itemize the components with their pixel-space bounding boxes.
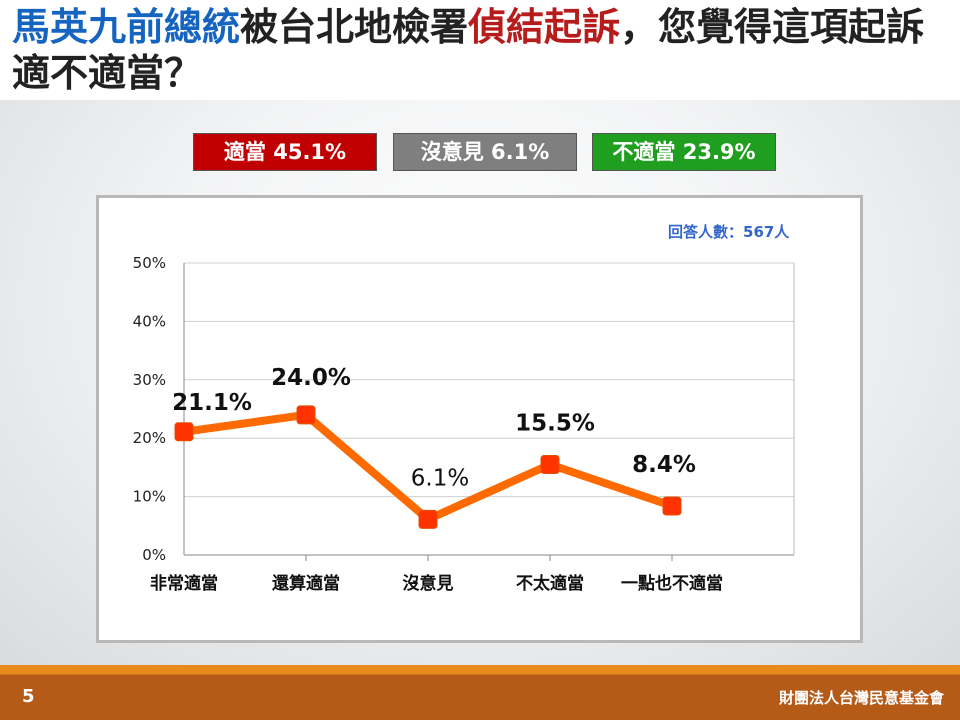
data-label: 21.1% bbox=[172, 390, 252, 416]
data-label: 8.4% bbox=[632, 452, 696, 478]
data-point bbox=[540, 454, 560, 474]
slide-title: 馬英九前總統被台北地檢署偵結起訴，您覺得這項起訴適不適當？ bbox=[12, 4, 952, 96]
title-part-indictment: 偵結起訴 bbox=[468, 5, 621, 49]
x-tick-label: 不太適當 bbox=[516, 573, 584, 594]
y-tick-label: 20% bbox=[133, 429, 166, 447]
footer-bar bbox=[0, 665, 960, 720]
data-label: 6.1% bbox=[411, 465, 469, 491]
y-tick-label: 0% bbox=[142, 546, 166, 564]
y-tick-label: 40% bbox=[133, 312, 166, 330]
y-tick-label: 10% bbox=[133, 488, 166, 506]
y-tick-label: 50% bbox=[133, 254, 166, 272]
x-tick-label: 一點也不適當 bbox=[621, 573, 723, 594]
data-point bbox=[174, 422, 194, 442]
page-number: 5 bbox=[22, 686, 35, 707]
chart-frame: 0% 10% 20% 30% 40% 50% 非常適當 還算適當 沒意見 不太適當 一點也不適當 21… bbox=[96, 195, 863, 643]
summary-disagree-badge: 不適當 23.9% bbox=[592, 133, 776, 171]
title-part-question: ，您覺得這項起訴適不適當？ bbox=[12, 5, 925, 95]
respondent-count: 回答人數：567人 bbox=[668, 223, 790, 241]
x-tick-label: 還算適當 bbox=[272, 573, 340, 594]
data-point bbox=[662, 496, 682, 516]
organization-name: 財團法人台灣民意基金會 bbox=[778, 689, 944, 707]
data-point bbox=[418, 509, 438, 529]
data-label: 15.5% bbox=[515, 410, 595, 436]
summary-no-opinion-badge: 沒意見 6.1% bbox=[393, 133, 577, 171]
summary-agree-badge: 適當 45.1% bbox=[193, 133, 377, 171]
title-part-subject: 馬英九前總統 bbox=[12, 5, 241, 49]
x-tick-label: 非常適當 bbox=[150, 573, 218, 594]
data-point bbox=[296, 405, 316, 425]
x-tick-label: 沒意見 bbox=[403, 573, 454, 594]
title-part-agency: 被台北地檢署 bbox=[240, 5, 469, 49]
y-tick-label: 30% bbox=[133, 371, 166, 389]
line-chart: 0% 10% 20% 30% 40% 50% 非常適當 還算適當 沒意見 不太適當 一點也不適當 21… bbox=[133, 254, 795, 594]
data-label: 24.0% bbox=[271, 365, 351, 391]
